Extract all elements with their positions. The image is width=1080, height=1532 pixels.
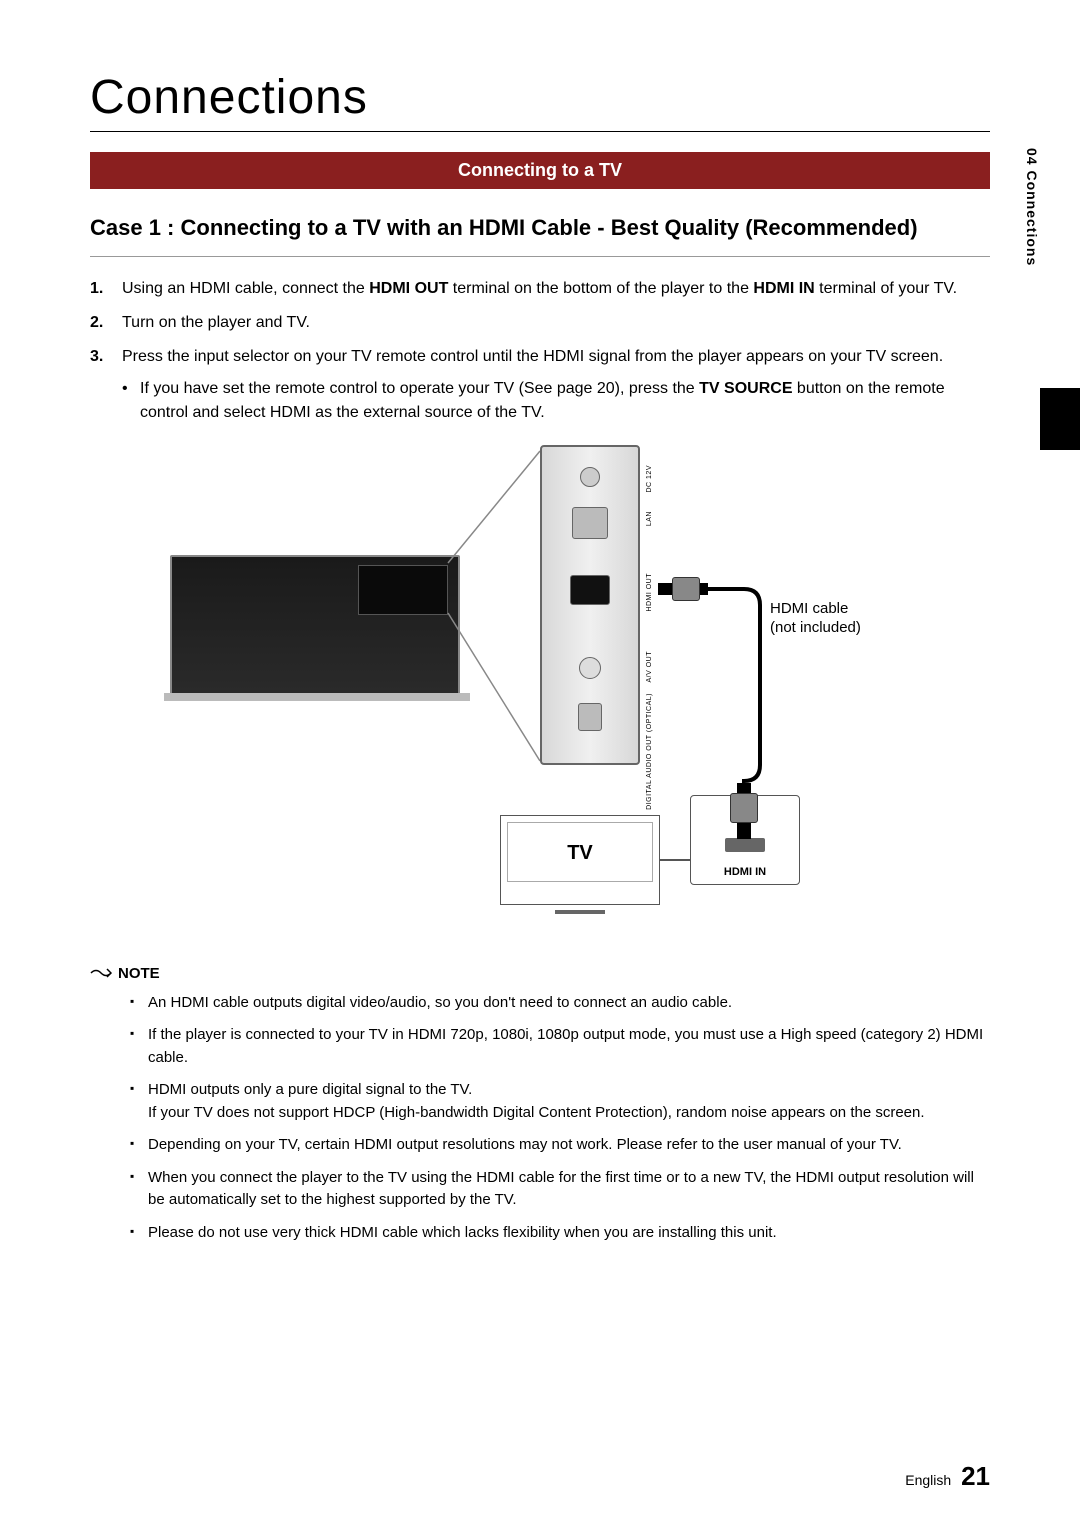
note-5: When you connect the player to the TV us…	[130, 1167, 990, 1212]
step-1-text-pre: Using an HDMI cable, connect the	[122, 280, 369, 297]
step-1-hdmi-in: HDMI IN	[753, 280, 814, 297]
page-footer: English 21	[905, 1461, 990, 1492]
note-2: If the player is connected to your TV in…	[130, 1024, 990, 1069]
note-3: HDMI outputs only a pure digital signal …	[130, 1079, 990, 1124]
tv-box: TV	[500, 815, 660, 905]
note-icon	[90, 966, 112, 980]
step-3-tv-source: TV SOURCE	[699, 380, 792, 397]
step-1-text-post: terminal of your TV.	[815, 280, 957, 297]
note-list: An HDMI cable outputs digital video/audi…	[130, 992, 990, 1245]
note-3a: HDMI outputs only a pure digital signal …	[148, 1081, 472, 1098]
step-3: Press the input selector on your TV remo…	[90, 345, 990, 425]
hdmi-plug-tv-side	[730, 783, 758, 839]
chapter-title: Connections	[90, 70, 990, 132]
step-3-sub-pre: If you have set the remote control to op…	[140, 380, 699, 397]
hdmi-in-socket	[725, 838, 765, 852]
step-1-hdmi-out: HDMI OUT	[369, 280, 448, 297]
step-3-text: Press the input selector on your TV remo…	[122, 348, 943, 365]
note-header: NOTE	[90, 965, 990, 982]
step-2: Turn on the player and TV.	[90, 311, 990, 335]
steps-list: Using an HDMI cable, connect the HDMI OU…	[90, 277, 990, 425]
note-6: Please do not use very thick HDMI cable …	[130, 1222, 990, 1245]
case-title: Case 1 : Connecting to a TV with an HDMI…	[90, 213, 990, 257]
tv-to-hdmi-line	[660, 859, 690, 861]
tv-label: TV	[501, 842, 659, 865]
footer-language: English	[905, 1472, 951, 1488]
hdmi-in-label: HDMI IN	[691, 866, 799, 878]
note-header-text: NOTE	[118, 965, 160, 982]
side-tab: 04 Connections	[1024, 148, 1040, 266]
footer-page-number: 21	[961, 1461, 990, 1491]
side-thumb-tab	[1040, 388, 1080, 450]
note-1: An HDMI cable outputs digital video/audi…	[130, 992, 990, 1015]
note-3b: If your TV does not support HDCP (High-b…	[148, 1104, 925, 1121]
note-section: NOTE An HDMI cable outputs digital video…	[90, 965, 990, 1245]
section-banner: Connecting to a TV	[90, 152, 990, 189]
step-1: Using an HDMI cable, connect the HDMI OU…	[90, 277, 990, 301]
step-3-sub: If you have set the remote control to op…	[122, 377, 990, 425]
connection-diagram: DC 12V LAN HDMI OUT A/V OUT DIGITAL AUDI…	[170, 445, 990, 945]
step-1-text-mid: terminal on the bottom of the player to …	[448, 280, 753, 297]
note-4: Depending on your TV, certain HDMI outpu…	[130, 1134, 990, 1157]
